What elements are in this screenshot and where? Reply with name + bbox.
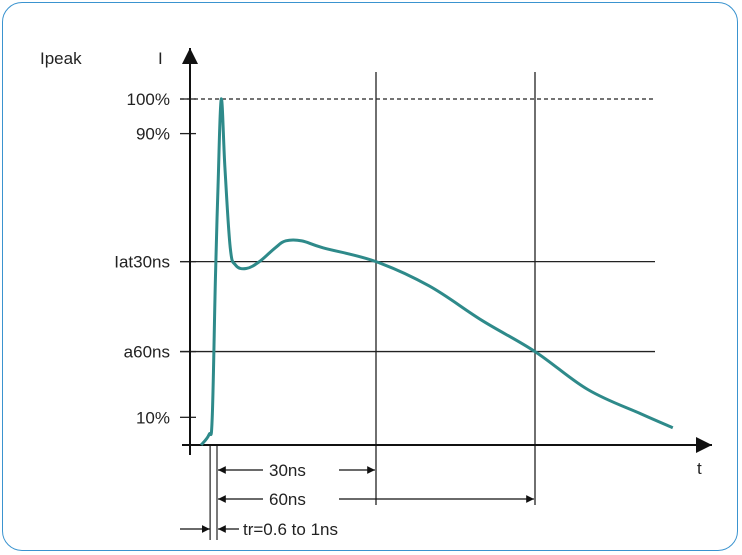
y-tick-label: a60ns	[124, 343, 170, 362]
y-tick-label: 100%	[127, 90, 170, 109]
y-axis-label: I	[158, 49, 163, 68]
y-tick-label: Iat30ns	[114, 253, 170, 272]
annotation-1-label: 30ns	[269, 461, 306, 480]
y-tick-label: 10%	[136, 408, 170, 427]
x-axis-label: t	[697, 459, 702, 478]
annotation-3-label: tr=0.6 to 1ns	[243, 520, 338, 539]
annotation-2-label: 60ns	[269, 490, 306, 509]
current-waveform-line	[199, 97, 674, 446]
y-axis-title: Ipeak	[40, 49, 82, 68]
y-tick-label: 90%	[136, 125, 170, 144]
